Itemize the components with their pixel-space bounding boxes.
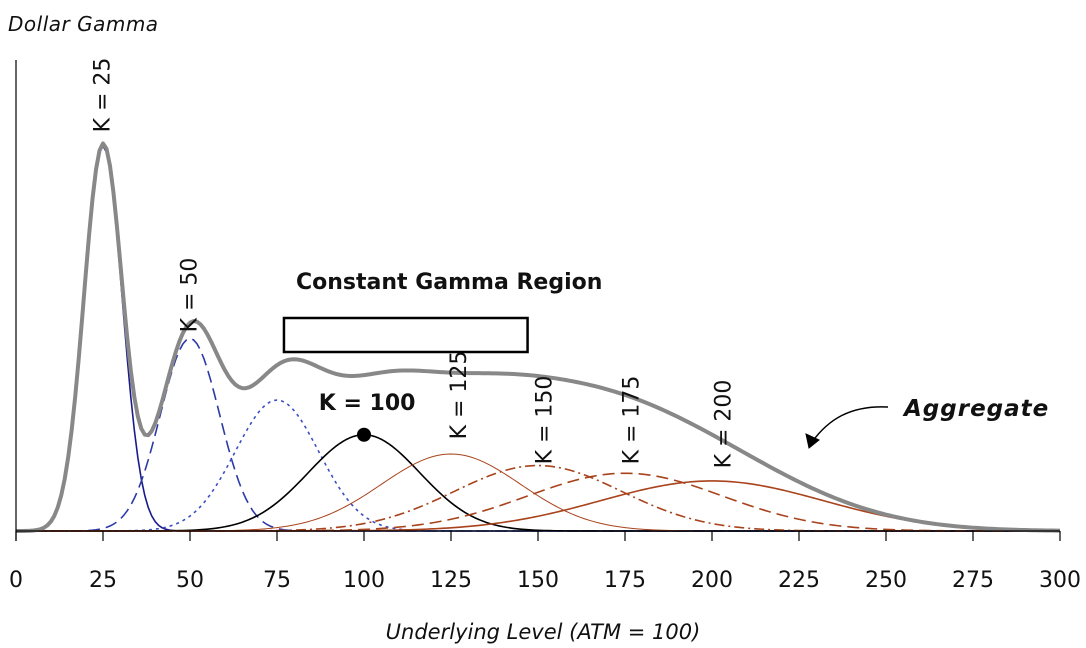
x-tick-label-175: 175 (604, 568, 646, 593)
x-axis: 0 25 50 75 100 125 150 175 200 225 250 275 300 (9, 60, 1081, 593)
curves-group (15, 141, 1061, 533)
series-line-k200 (16, 480, 1061, 532)
x-tick-label-225: 225 (778, 568, 820, 593)
series-line-k175 (16, 472, 1060, 532)
x-tick-label-25: 25 (89, 568, 117, 593)
label-constant-gamma-region: Constant Gamma Region (296, 270, 602, 295)
label-aggregate: Aggregate (902, 396, 1049, 422)
label-k150: K = 150 (532, 376, 557, 465)
series-line-k150 (16, 464, 1060, 532)
x-tick-label-125: 125 (430, 568, 472, 593)
x-tick-label-275: 275 (952, 568, 994, 593)
label-k25: K = 25 (91, 58, 116, 133)
x-tick-label-100: 100 (343, 568, 385, 593)
series-line-k75 (16, 399, 1060, 532)
x-tick-label-50: 50 (176, 568, 204, 593)
label-k125: K = 125 (447, 351, 472, 440)
annotations-group: K = 25 K = 50 K = 125 K = 150 K = 175 K = 200… (91, 58, 1049, 469)
label-k50: K = 50 (178, 258, 203, 333)
x-tick-label-150: 150 (517, 568, 559, 593)
constant-gamma-box (282, 316, 529, 354)
label-k100: K = 100 (319, 391, 416, 416)
series-line-k25 (15, 144, 1060, 532)
x-tick-label-250: 250 (865, 568, 907, 593)
label-k200: K = 200 (712, 380, 737, 469)
x-tick-label-0: 0 (9, 568, 23, 593)
series-line-aggregate (15, 141, 1061, 533)
x-tick-label-75: 75 (263, 568, 291, 593)
x-tick-label-300: 300 (1039, 568, 1081, 593)
label-k175: K = 175 (619, 376, 644, 465)
y-axis-label: Dollar Gamma (8, 12, 159, 36)
aggregate-arrow (811, 406, 889, 443)
marker-k100 (357, 427, 371, 442)
aggregate-arrowhead (805, 433, 820, 449)
x-axis-label: Underlying Level (ATM = 100) (385, 620, 701, 644)
x-tick-label-200: 200 (691, 568, 733, 593)
